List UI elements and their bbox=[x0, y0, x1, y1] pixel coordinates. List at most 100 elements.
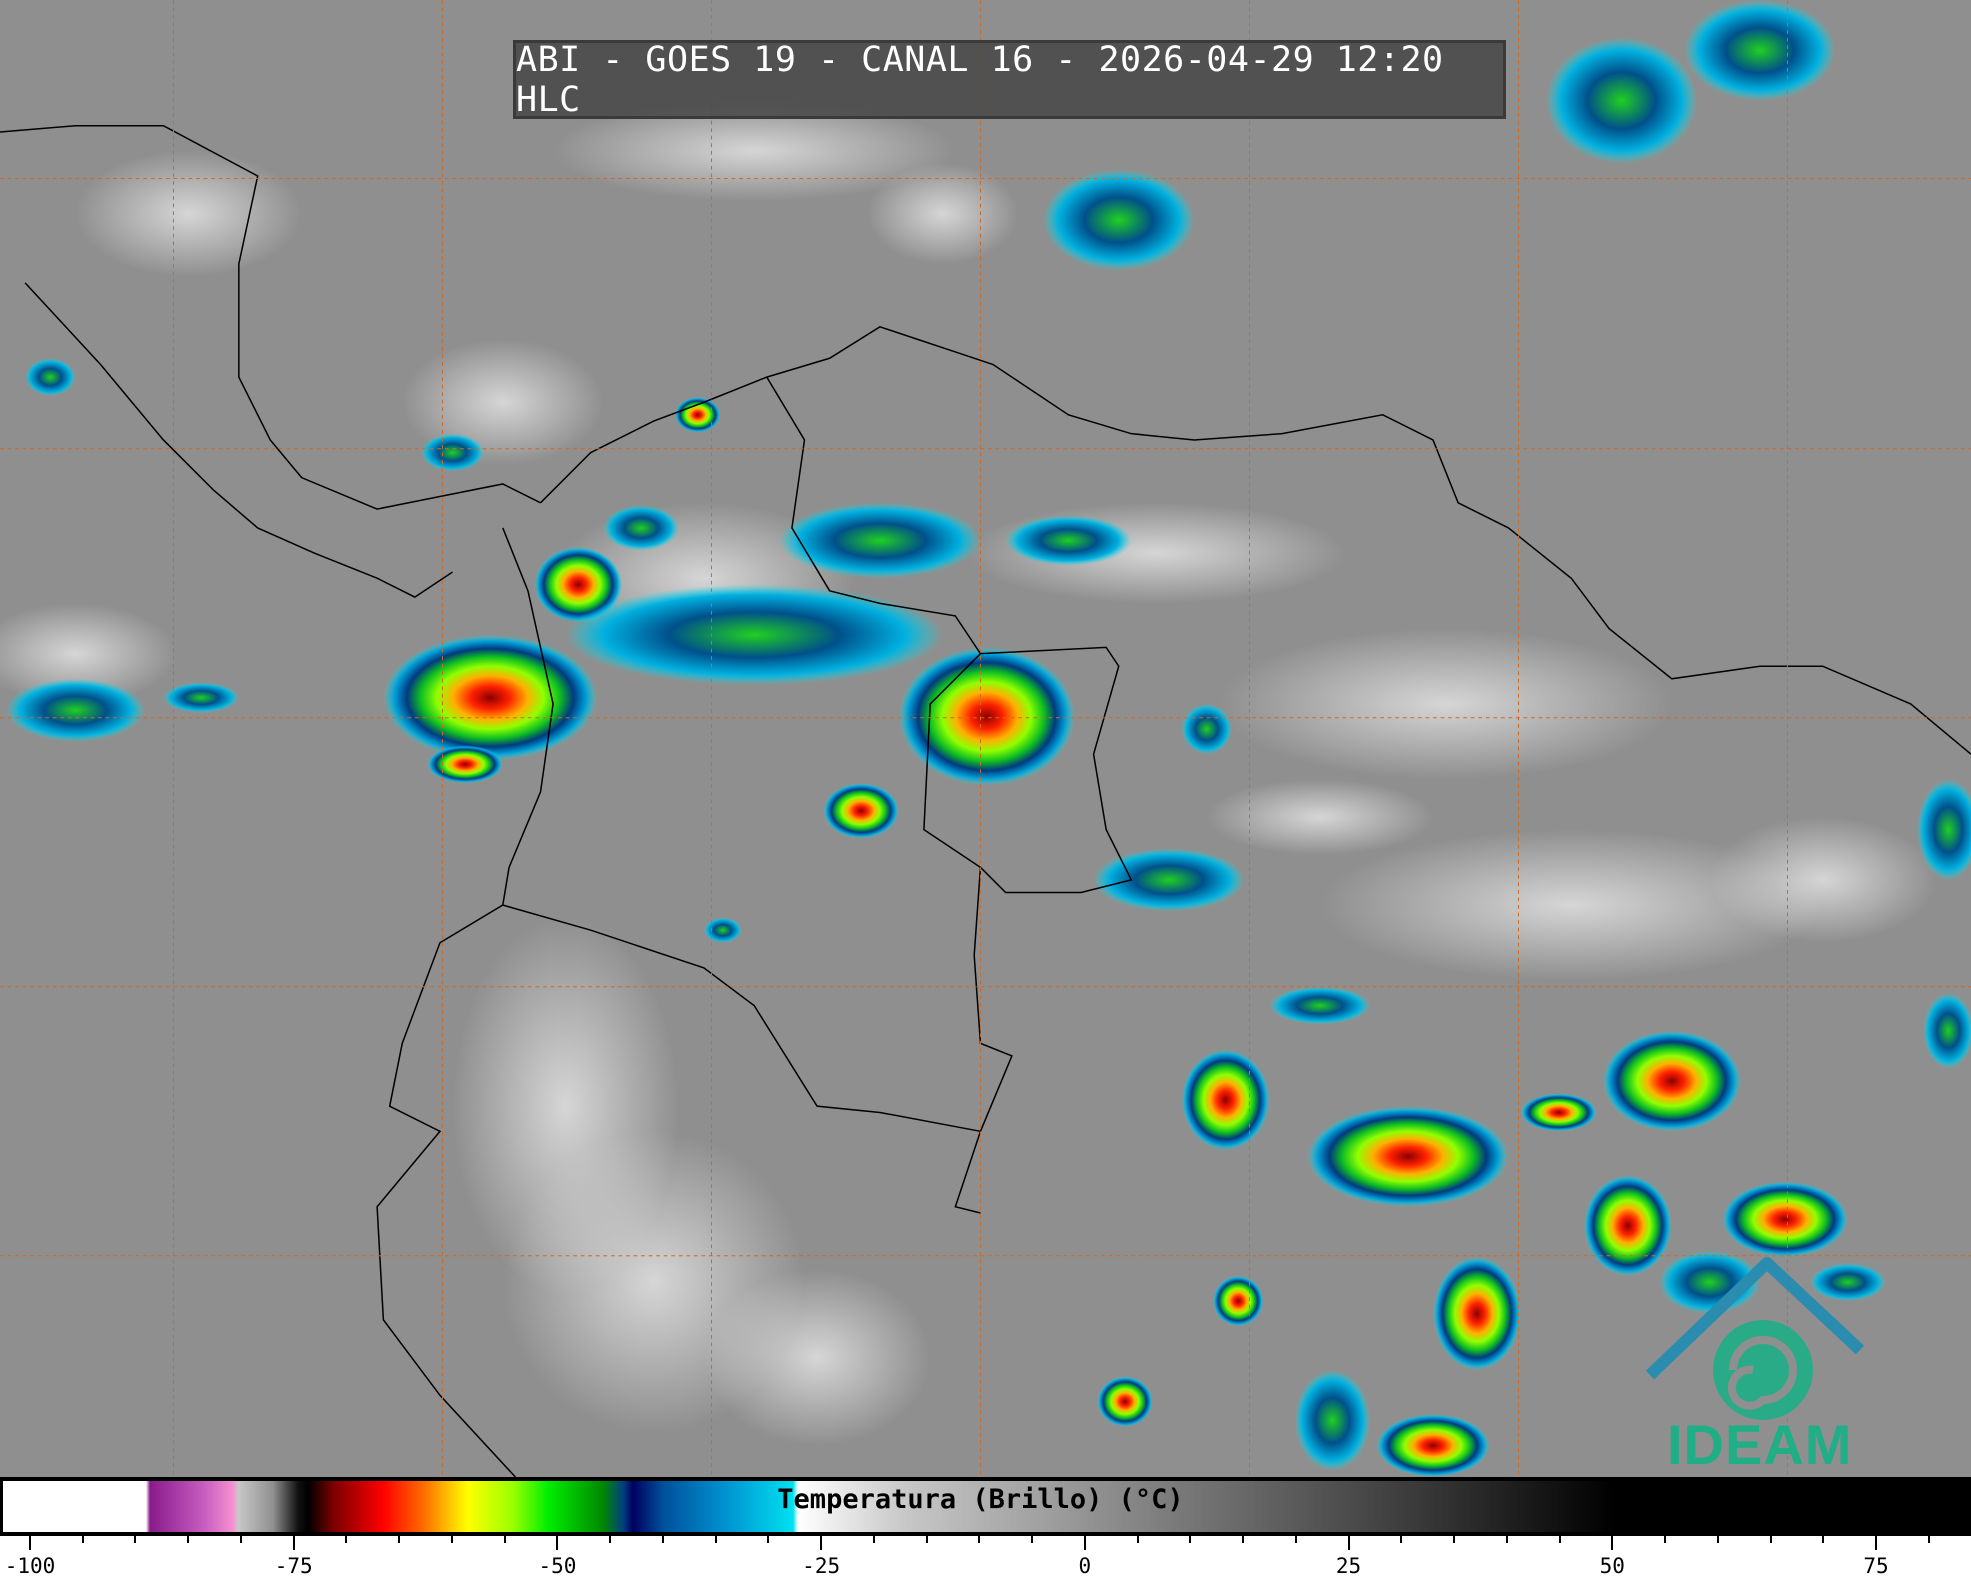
cloud-top-cell bbox=[1043, 169, 1195, 271]
major-tick bbox=[1611, 1536, 1614, 1550]
major-tick bbox=[820, 1536, 823, 1550]
major-tick bbox=[292, 1536, 295, 1550]
minor-tick bbox=[1031, 1536, 1034, 1543]
cloud-patch bbox=[1206, 779, 1433, 855]
storm-cell bbox=[1376, 1414, 1490, 1477]
map-layer bbox=[0, 0, 1971, 1477]
minor-tick bbox=[714, 1536, 717, 1543]
cloud-patch bbox=[0, 603, 176, 704]
minor-tick bbox=[1400, 1536, 1403, 1543]
minor-tick bbox=[1769, 1536, 1772, 1543]
south-america-pacific-coast bbox=[376, 527, 554, 1477]
tick-label: 50 bbox=[1599, 1554, 1625, 1578]
minor-tick bbox=[1136, 1536, 1139, 1543]
storm-cell bbox=[1307, 1106, 1509, 1207]
country-border-venezuela-brazil bbox=[979, 646, 1133, 894]
storm-cell bbox=[823, 783, 899, 839]
cloud-top-cell bbox=[1916, 779, 1971, 880]
storm-cell bbox=[1213, 1275, 1264, 1327]
cloud-patch bbox=[703, 1269, 931, 1446]
storm-cell bbox=[427, 745, 503, 784]
cloud-top-cell bbox=[1181, 703, 1232, 755]
minor-tick bbox=[1453, 1536, 1456, 1543]
minor-tick bbox=[345, 1536, 348, 1543]
major-tick bbox=[1083, 1536, 1086, 1550]
minor-tick bbox=[81, 1536, 84, 1543]
minor-tick bbox=[767, 1536, 770, 1543]
cloud-patch bbox=[1709, 817, 1936, 943]
minor-tick bbox=[450, 1536, 453, 1543]
tick-label: -50 bbox=[538, 1554, 577, 1578]
storm-cell bbox=[383, 634, 598, 761]
satellite-image bbox=[0, 0, 1971, 1477]
tick-label: 75 bbox=[1863, 1554, 1889, 1578]
cloud-top-cell bbox=[779, 502, 981, 579]
country-border-colombia-venezuela bbox=[766, 376, 1013, 1214]
minor-tick bbox=[398, 1536, 401, 1543]
minor-tick bbox=[1664, 1536, 1667, 1543]
temperature-colorbar bbox=[0, 1477, 1971, 1536]
country-border-colombia-ecuador-peru bbox=[502, 904, 981, 1133]
minor-tick bbox=[661, 1536, 664, 1543]
ideam-logo bbox=[1645, 1257, 1865, 1420]
tick-label: -25 bbox=[802, 1554, 841, 1578]
cloud-top-cell bbox=[1294, 1370, 1371, 1471]
tick-label: 0 bbox=[1078, 1554, 1092, 1578]
tick-label: -75 bbox=[274, 1554, 313, 1578]
storm-cell bbox=[1602, 1030, 1741, 1132]
central-america-pacific-coast bbox=[24, 282, 453, 598]
cloud-top-cell bbox=[421, 433, 484, 472]
cloud-patch bbox=[1319, 829, 1823, 981]
tick-label: -100 bbox=[4, 1554, 56, 1578]
cloud-top-cell bbox=[1684, 0, 1836, 101]
cloud-patch bbox=[553, 100, 956, 202]
cloud-top-cell bbox=[703, 917, 742, 943]
coastlines-and-borders bbox=[0, 124, 1971, 1477]
minor-tick bbox=[1822, 1536, 1825, 1543]
storm-cell bbox=[675, 397, 721, 433]
cloud-top-cell bbox=[1546, 37, 1697, 164]
cloud-top-cell bbox=[1269, 986, 1371, 1025]
major-tick bbox=[1347, 1536, 1350, 1550]
cloud-top-cell bbox=[1005, 515, 1132, 566]
minor-tick bbox=[1242, 1536, 1245, 1543]
cloud-patch bbox=[1219, 628, 1672, 780]
minor-tick bbox=[1716, 1536, 1719, 1543]
storm-cell bbox=[1583, 1175, 1672, 1276]
minor-tick bbox=[134, 1536, 137, 1543]
storm-cell bbox=[1722, 1181, 1848, 1258]
lat-lon-grid bbox=[0, 0, 1971, 1477]
tick-label: 25 bbox=[1335, 1554, 1362, 1578]
storm-cell bbox=[1181, 1049, 1270, 1151]
storm-cell bbox=[1520, 1093, 1597, 1132]
colorbar-axis: -100 -75 -50 -25 0 25 50 75 bbox=[0, 1536, 1971, 1578]
cloud-top-cell bbox=[603, 505, 679, 551]
cloud-top-cell bbox=[1923, 993, 1971, 1069]
minor-tick bbox=[978, 1536, 981, 1543]
storm-cell bbox=[534, 546, 623, 623]
colorbar-label-wrap: Temperatura (Brillo) (°C) bbox=[0, 1484, 1971, 1515]
convective-storm-layer bbox=[6, 0, 1971, 1477]
minor-tick bbox=[1189, 1536, 1192, 1543]
colorbar-label: Temperatura (Brillo) (°C) bbox=[777, 1484, 1184, 1515]
storm-cell bbox=[1097, 1376, 1153, 1427]
minor-tick bbox=[872, 1536, 875, 1543]
storm-cell bbox=[898, 647, 1075, 786]
minor-tick bbox=[187, 1536, 190, 1543]
ideam-logo-text: IDEAM bbox=[1667, 1413, 1853, 1476]
major-tick bbox=[29, 1536, 31, 1550]
cloud-top-cell bbox=[1093, 848, 1245, 912]
colorbar-gradient bbox=[3, 1481, 1971, 1532]
image-title: ABI - GOES 19 - CANAL 16 - 2026-04-29 12… bbox=[513, 40, 1506, 120]
minor-tick bbox=[239, 1536, 242, 1543]
major-tick bbox=[556, 1536, 559, 1550]
cloud-top-cell bbox=[6, 678, 145, 742]
cloud-top-cell bbox=[565, 584, 943, 686]
minor-tick bbox=[1558, 1536, 1561, 1543]
storm-cell bbox=[1432, 1257, 1521, 1371]
minor-tick bbox=[609, 1536, 612, 1543]
cloud-top-cell bbox=[1810, 1263, 1886, 1302]
central-america-coast bbox=[0, 124, 541, 510]
major-tick bbox=[1875, 1536, 1877, 1550]
minor-tick bbox=[925, 1536, 928, 1543]
